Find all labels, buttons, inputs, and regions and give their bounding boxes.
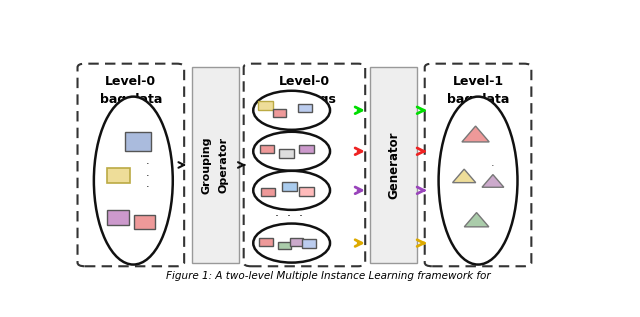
Polygon shape <box>452 169 476 183</box>
Text: Level-0: Level-0 <box>105 75 156 88</box>
Bar <box>278 242 291 249</box>
Ellipse shape <box>94 97 173 265</box>
Ellipse shape <box>253 91 330 130</box>
Polygon shape <box>482 175 504 187</box>
FancyBboxPatch shape <box>77 64 184 266</box>
Bar <box>107 168 130 183</box>
Bar <box>259 101 273 110</box>
Bar <box>299 145 314 153</box>
Bar <box>125 133 151 151</box>
Ellipse shape <box>253 132 330 171</box>
Polygon shape <box>462 126 489 142</box>
Ellipse shape <box>438 97 518 265</box>
Bar <box>260 145 273 153</box>
Bar <box>299 187 314 196</box>
Bar <box>259 238 273 246</box>
Bar <box>134 215 154 229</box>
FancyBboxPatch shape <box>370 67 417 262</box>
Text: ·: · <box>491 161 495 171</box>
Bar <box>301 239 316 248</box>
Ellipse shape <box>253 171 330 210</box>
Text: ·: · <box>491 180 495 191</box>
Text: sub-bags: sub-bags <box>273 93 337 106</box>
Bar <box>273 109 286 117</box>
Text: ·
·
·: · · · <box>145 159 149 192</box>
Bar <box>282 182 296 191</box>
FancyBboxPatch shape <box>191 67 239 262</box>
Text: Generator: Generator <box>387 131 400 199</box>
Text: Grouping
Operator: Grouping Operator <box>202 136 228 194</box>
Text: Level-1: Level-1 <box>452 75 504 88</box>
Text: bag data: bag data <box>447 93 509 106</box>
Text: ·  ·  ·: · · · <box>275 210 303 223</box>
Ellipse shape <box>253 223 330 262</box>
Polygon shape <box>464 213 489 227</box>
Text: Level-0: Level-0 <box>279 75 330 88</box>
FancyBboxPatch shape <box>244 64 365 266</box>
Text: ·: · <box>491 171 495 181</box>
Text: bag data: bag data <box>100 93 162 106</box>
Bar <box>108 210 129 224</box>
Bar <box>279 149 294 158</box>
FancyBboxPatch shape <box>425 64 531 266</box>
Bar <box>261 188 275 196</box>
Text: Figure 1: A two-level Multiple Instance Learning framework for: Figure 1: A two-level Multiple Instance … <box>166 271 490 281</box>
Bar <box>298 104 312 112</box>
Bar <box>290 238 303 246</box>
